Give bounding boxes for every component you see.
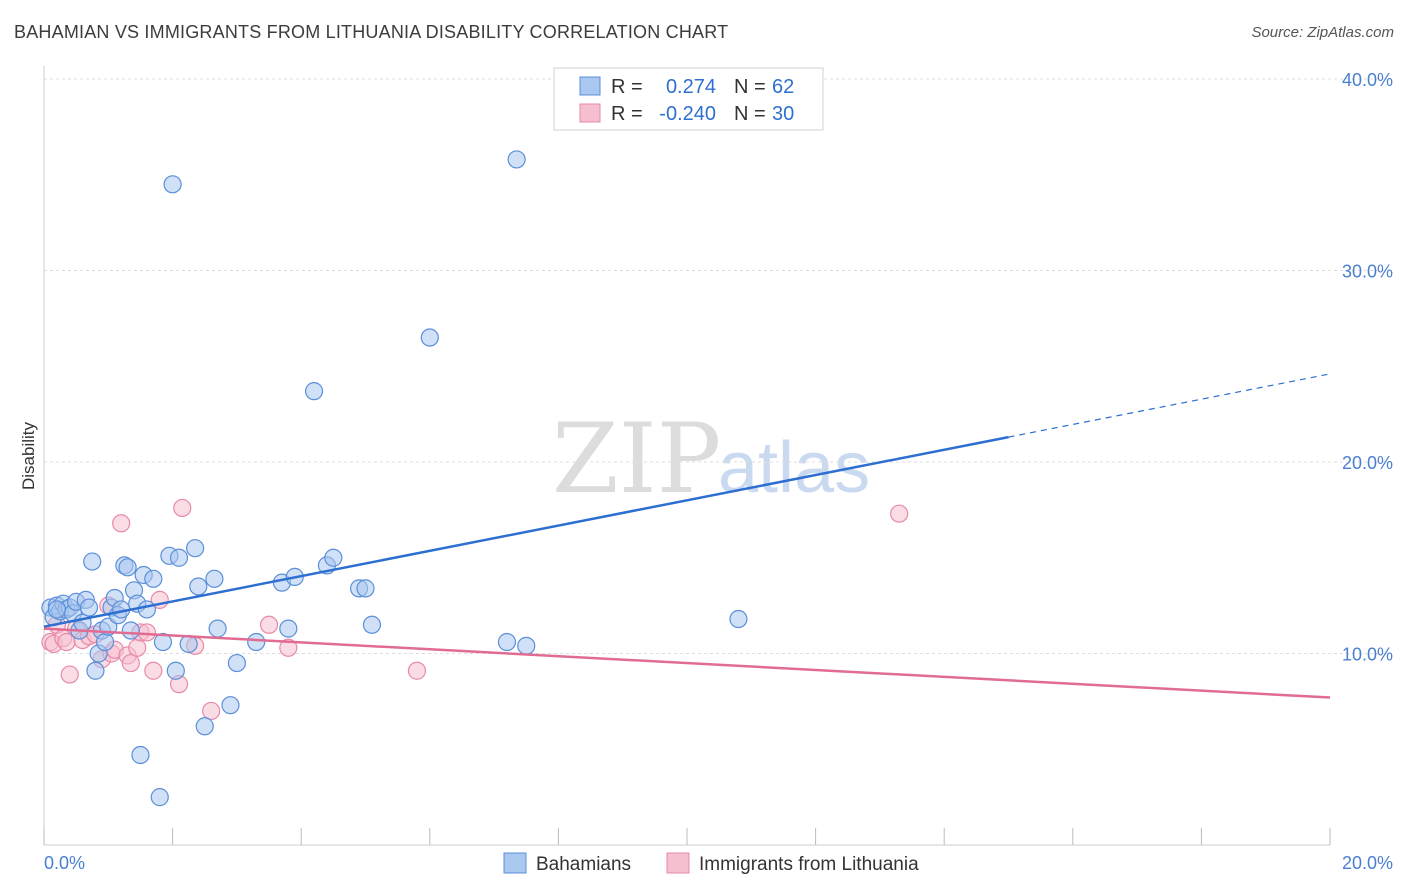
bottom-legend-swatch-blue	[503, 852, 527, 874]
point-bahamians	[729, 609, 748, 629]
point-bahamians	[166, 661, 185, 680]
legend-n-value-1: 62	[772, 76, 794, 98]
chart-title: BAHAMIAN VS IMMIGRANTS FROM LITHUANIA DI…	[14, 22, 729, 42]
point-bahamians	[137, 600, 156, 619]
gridlines	[44, 78, 1393, 654]
point-lithuania	[137, 623, 156, 642]
legend-n-value-2: 30	[772, 103, 794, 125]
point-lithuania	[112, 514, 131, 533]
watermark-atlas: atlas	[718, 428, 870, 508]
point-bahamians	[47, 600, 66, 619]
point-bahamians	[420, 328, 439, 347]
correlation-legend: R = 0.274 N = 62 R = -0.240 N = 30	[553, 67, 824, 131]
point-bahamians	[247, 632, 266, 652]
point-bahamians	[497, 632, 517, 652]
point-bahamians	[150, 788, 169, 807]
point-lithuania	[128, 638, 147, 657]
trend-lines	[43, 373, 1331, 699]
series-lithuania-points	[41, 498, 909, 721]
point-bahamians	[144, 569, 163, 588]
point-bahamians	[153, 632, 173, 652]
point-bahamians	[186, 539, 205, 558]
point-bahamians	[221, 696, 240, 715]
point-bahamians	[118, 558, 137, 577]
point-bahamians	[79, 598, 99, 617]
y-tick-labels: 10.0% 20.0% 30.0% 40.0%	[1342, 70, 1393, 665]
bottom-legend-label-bahamians: Bahamians	[536, 854, 631, 875]
point-bahamians	[205, 569, 224, 588]
point-bahamians	[83, 552, 102, 571]
trend-line-lithuania	[43, 627, 1331, 699]
point-lithuania	[890, 504, 909, 523]
x-tick-label-max: 20.0%	[1342, 853, 1393, 873]
point-bahamians	[517, 636, 536, 655]
point-bahamians	[324, 548, 343, 567]
y-tick-label: 30.0%	[1342, 262, 1393, 282]
legend-r-value-1: 0.274	[666, 76, 716, 98]
legend-r-label-1: R =	[611, 76, 643, 98]
trend-line-bahamians-extension	[1008, 373, 1331, 438]
point-bahamians	[121, 621, 140, 640]
bottom-legend-label-lithuania: Immigrants from Lithuania	[699, 854, 919, 875]
point-lithuania	[121, 653, 140, 673]
legend-swatch-pink	[579, 103, 601, 123]
legend-r-value-2: -0.240	[659, 103, 716, 125]
point-lithuania	[202, 701, 221, 721]
point-bahamians	[195, 717, 214, 736]
x-minor-ticks	[43, 828, 1331, 845]
y-tick-label: 10.0%	[1342, 645, 1393, 665]
watermark-zip: ZIP	[552, 403, 721, 515]
point-bahamians	[169, 548, 189, 567]
series-bahamians-points	[41, 150, 748, 807]
y-tick-label: 40.0%	[1342, 70, 1393, 90]
point-bahamians	[95, 632, 115, 652]
legend-swatch-blue	[579, 76, 601, 96]
point-bahamians	[86, 661, 105, 680]
point-lithuania	[259, 615, 279, 634]
source-label: Source: ZipAtlas.com	[1251, 24, 1394, 41]
point-lithuania	[60, 665, 79, 684]
point-bahamians	[356, 579, 375, 598]
point-bahamians	[507, 150, 526, 169]
y-tick-label: 20.0%	[1342, 453, 1393, 473]
legend-n-label-1: N =	[734, 76, 766, 98]
point-bahamians	[362, 615, 382, 634]
legend-r-label-2: R =	[611, 103, 643, 125]
point-lithuania	[173, 498, 192, 518]
point-bahamians	[227, 653, 246, 673]
bottom-legend-swatch-pink	[666, 852, 690, 874]
point-bahamians	[304, 382, 324, 401]
legend-n-label-2: N =	[734, 103, 766, 125]
point-bahamians	[208, 619, 227, 638]
point-lithuania	[279, 638, 298, 657]
point-bahamians	[131, 745, 150, 765]
y-axis-label: Disability	[19, 421, 38, 490]
point-lithuania	[144, 661, 163, 680]
point-bahamians	[279, 619, 298, 638]
trend-line-bahamians	[43, 435, 1009, 628]
point-bahamians	[179, 634, 198, 654]
point-bahamians	[189, 577, 208, 596]
x-tick-label-min: 0.0%	[44, 853, 85, 873]
series-legend: Bahamians Immigrants from Lithuania	[503, 852, 919, 875]
point-lithuania	[407, 661, 427, 680]
point-bahamians	[163, 175, 182, 194]
